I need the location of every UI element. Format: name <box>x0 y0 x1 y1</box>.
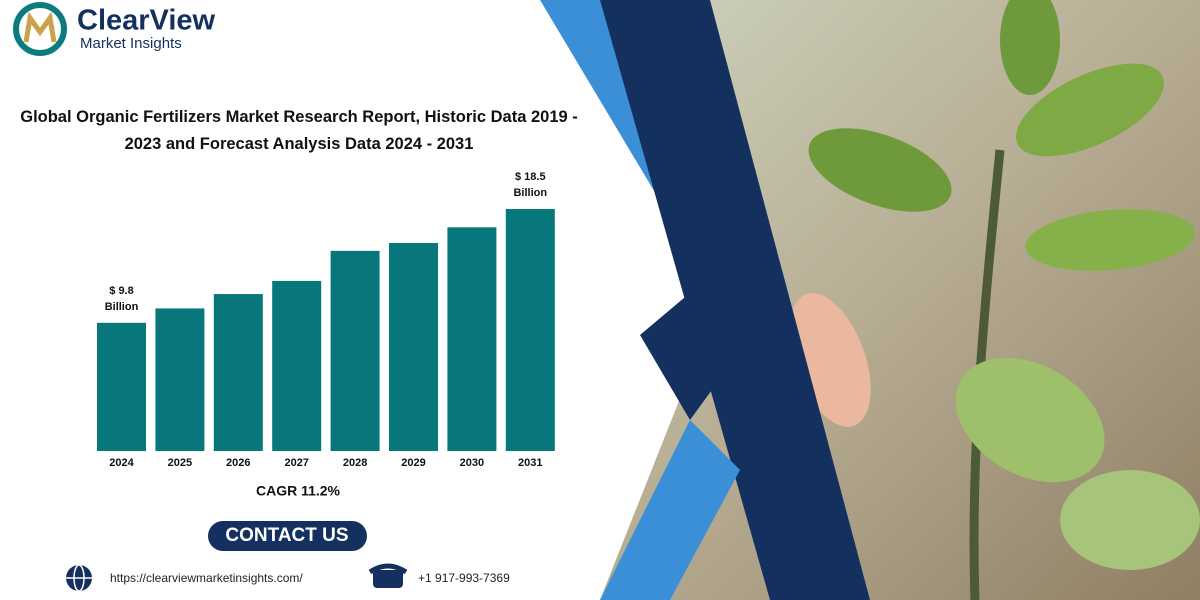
value-label: $ 18.5 Billion <box>513 171 548 199</box>
bar <box>155 308 205 451</box>
phone-icon <box>368 563 408 588</box>
x-tick-label: 2027 <box>284 457 308 469</box>
x-tick-label: 2031 <box>518 457 542 469</box>
bar <box>97 322 146 451</box>
bar <box>447 227 497 451</box>
contact-button-label[interactable]: CONTACT US <box>225 525 348 546</box>
bar <box>389 243 438 451</box>
stripe-light-lower <box>600 420 740 600</box>
phone[interactable]: +1 917-993-7369 <box>418 571 510 585</box>
x-tick-label: 2030 <box>460 457 484 469</box>
globe-icon <box>66 564 92 592</box>
chart-title: Global Organic Fertilizers Market Resear… <box>20 108 578 153</box>
x-tick-label: 2025 <box>168 457 192 469</box>
tagline: Market Insights <box>80 35 182 52</box>
x-tick-label: 2028 <box>343 457 367 469</box>
brand: ClearView <box>77 5 216 37</box>
x-tick-label: 2029 <box>401 457 425 469</box>
bar <box>272 280 322 451</box>
plant-illustration <box>789 0 1200 600</box>
bar <box>505 209 555 451</box>
contact-button[interactable] <box>208 521 367 551</box>
bar <box>213 294 263 451</box>
x-tick-label: 2024 <box>109 457 134 469</box>
logo-icon <box>13 2 67 56</box>
value-label: $ 9.8 Billion <box>104 284 139 313</box>
annotation: CAGR 11.2% <box>256 483 341 499</box>
bar <box>330 250 380 451</box>
website[interactable]: https://clearviewmarketinsights.com/ <box>110 571 303 585</box>
stripe-navy-lower <box>640 255 770 420</box>
x-tick-label: 2026 <box>226 457 250 469</box>
